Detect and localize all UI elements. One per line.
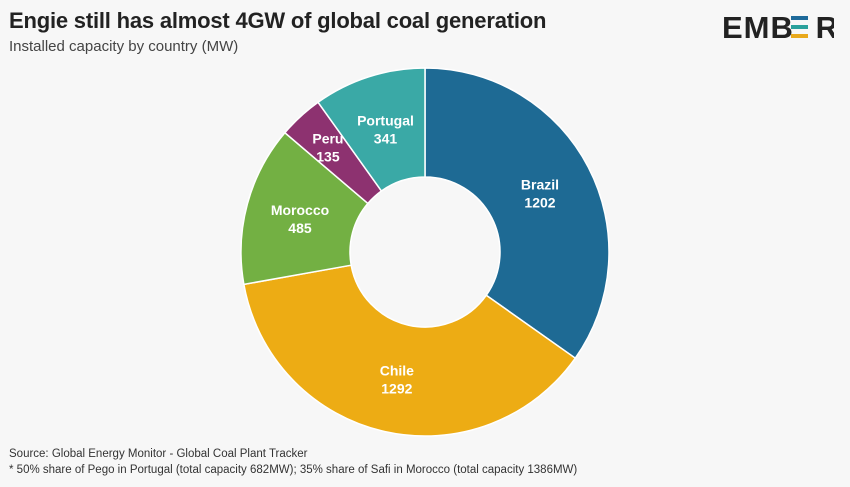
donut-slice-morocco bbox=[240, 131, 369, 286]
slice-label-brazil: Brazil 1202 bbox=[521, 176, 559, 210]
slice-label-name: Portugal bbox=[357, 113, 414, 129]
slice-label-value: 485 bbox=[288, 220, 312, 236]
slice-label-value: 341 bbox=[374, 131, 398, 147]
chart-title: Engie still has almost 4GW of global coa… bbox=[9, 8, 547, 33]
slice-label-morocco: Morocco 485 bbox=[271, 202, 329, 236]
logo-bar-middle bbox=[791, 25, 808, 29]
slice-label-name: Morocco bbox=[271, 202, 329, 218]
chart-subtitle: Installed capacity by country (MW) bbox=[9, 38, 239, 55]
slice-label-chile: Chile 1292 bbox=[380, 362, 414, 396]
slice-label-value: 1202 bbox=[524, 194, 555, 210]
logo-text-left: EMB bbox=[722, 11, 794, 43]
slice-label-name: Peru bbox=[312, 130, 343, 146]
source-note: Source: Global Energy Monitor - Global C… bbox=[9, 448, 308, 460]
slice-label-value: 1292 bbox=[381, 380, 412, 396]
logo-text-right: R bbox=[816, 11, 834, 43]
donut-slice-brazil bbox=[424, 67, 610, 360]
logo-bar-top bbox=[791, 16, 808, 20]
donut-slice-chile bbox=[242, 264, 577, 437]
slice-label-portugal: Portugal 341 bbox=[357, 113, 414, 147]
ember-logo: EMBER bbox=[722, 11, 834, 43]
slice-label-name: Brazil bbox=[521, 176, 559, 192]
slice-label-name: Chile bbox=[380, 362, 414, 378]
donut-slice-portugal bbox=[317, 67, 426, 193]
footnote: * 50% share of Pego in Portugal (total c… bbox=[9, 464, 578, 476]
logo-bar-bottom bbox=[791, 34, 808, 38]
slice-label-peru: Peru 135 bbox=[312, 130, 343, 164]
svg-text:EMBER: EMBER bbox=[722, 11, 834, 43]
slice-label-value: 135 bbox=[316, 148, 340, 164]
